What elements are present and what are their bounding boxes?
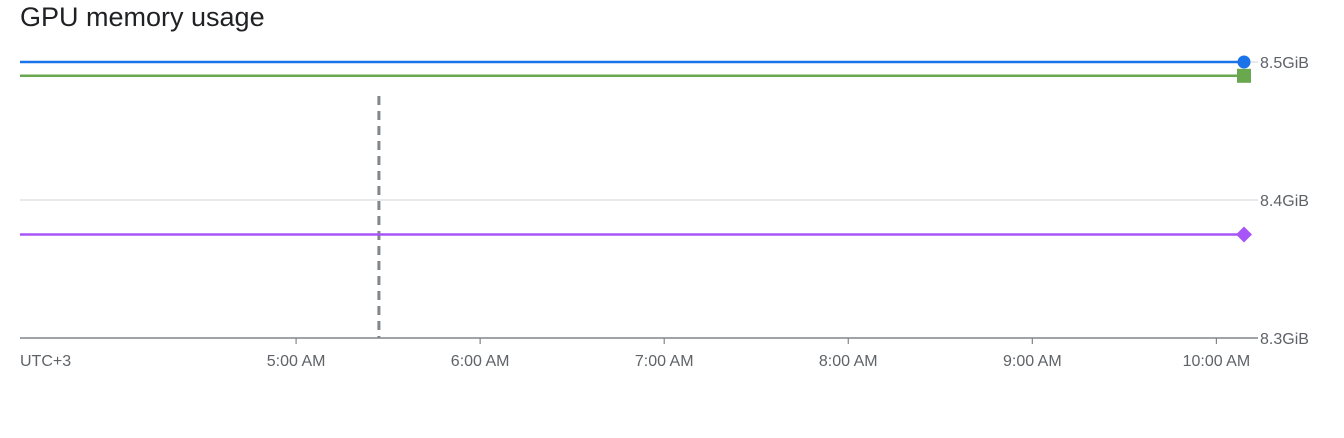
y-tick-label: 8.5GiB — [1260, 55, 1309, 72]
x-tick-label: 10:00 AM — [1183, 353, 1251, 370]
x-tick-label: 7:00 AM — [635, 353, 694, 370]
series-marker-square — [1237, 68, 1251, 83]
x-tick-label: 8:00 AM — [819, 353, 878, 370]
chart-title: GPU memory usage — [20, 2, 265, 32]
y-tick-label: 8.3GiB — [1260, 331, 1309, 348]
series-marker-circle — [1237, 55, 1251, 69]
x-tick-label: 5:00 AM — [267, 353, 326, 370]
y-tick-label: 8.4GiB — [1260, 193, 1309, 210]
series-marker-diamond — [1236, 226, 1252, 243]
x-tick-label: 6:00 AM — [451, 353, 510, 370]
timezone-label: UTC+3 — [20, 353, 71, 370]
x-tick-label: 9:00 AM — [1003, 353, 1062, 370]
